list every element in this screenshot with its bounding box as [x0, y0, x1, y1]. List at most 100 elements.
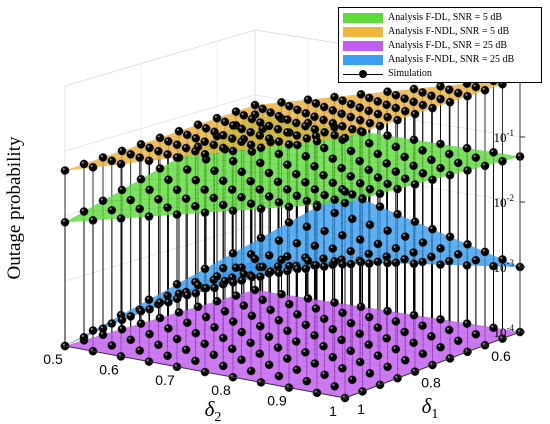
simulation-point-highlight [385, 364, 388, 367]
simulation-point [210, 323, 219, 332]
simulation-point [277, 289, 286, 299]
simulation-point-highlight [357, 117, 361, 120]
simulation-point [355, 329, 365, 339]
simulation-point-highlight [220, 265, 224, 268]
simulation-point-highlight [119, 148, 122, 151]
simulation-point [231, 107, 241, 116]
simulation-point-highlight [195, 122, 198, 125]
simulation-point-highlight [279, 99, 282, 103]
y-tick [341, 397, 346, 402]
simulation-point [60, 166, 70, 175]
simulation-point-highlight [176, 291, 179, 294]
simulation-point [172, 279, 182, 289]
simulation-point [445, 170, 455, 180]
simulation-point-highlight [411, 86, 414, 89]
simulation-point [418, 88, 427, 97]
simulation-point-highlight [411, 340, 414, 343]
simulation-point [246, 199, 256, 208]
simulation-point-highlight [214, 273, 217, 277]
simulation-point-highlight [266, 362, 270, 365]
simulation-point [471, 153, 481, 162]
simulation-point-highlight [350, 126, 353, 129]
simulation-point-highlight [491, 149, 494, 153]
simulation-point [373, 173, 383, 182]
simulation-point [172, 153, 182, 162]
simulation-point [301, 177, 310, 187]
simulation-point-highlight [157, 135, 160, 138]
x-tick-label: 0.8 [421, 375, 441, 391]
simulation-point-highlight [360, 196, 363, 199]
simulation-point [338, 230, 347, 240]
simulation-point-highlight [339, 257, 342, 260]
simulation-point [212, 296, 222, 306]
simulation-point-highlight [257, 187, 260, 190]
simulation-point [373, 109, 383, 119]
simulation-point [218, 200, 228, 210]
simulation-point-highlight [447, 355, 450, 359]
simulation-point-highlight [393, 105, 396, 108]
simulation-point [200, 149, 210, 159]
simulation-point [273, 124, 283, 134]
floor-edge-y [344, 331, 521, 399]
simulation-point-highlight [303, 266, 306, 269]
simulation-point [237, 167, 247, 177]
simulation-point [292, 365, 302, 375]
simulation-point [247, 114, 257, 124]
simulation-point-highlight [276, 139, 279, 142]
simulation-point-highlight [295, 107, 298, 110]
simulation-point-highlight [339, 111, 342, 114]
simulation-point [337, 109, 346, 119]
simulation-point-highlight [312, 186, 315, 190]
simulation-point-highlight [138, 141, 141, 145]
simulation-point-highlight [276, 199, 279, 203]
y-tick-label: 0.8 [211, 382, 231, 398]
simulation-point [471, 329, 481, 339]
simulation-point-highlight [446, 87, 450, 90]
simulation-point [191, 356, 200, 366]
simulation-point [201, 283, 211, 293]
simulation-point [400, 94, 409, 103]
simulation-point-highlight [384, 102, 387, 105]
simulation-point-highlight [212, 285, 215, 288]
simulation-point-highlight [420, 323, 423, 326]
simulation-point-highlight [239, 139, 242, 142]
simulation-point [212, 113, 222, 123]
simulation-point-highlight [447, 99, 450, 102]
simulation-point-highlight [62, 343, 65, 346]
simulation-point-highlight [366, 261, 370, 264]
simulation-point [264, 168, 274, 178]
simulation-point-highlight [491, 263, 494, 266]
simulation-point [155, 313, 165, 323]
simulation-point-highlight [109, 158, 112, 161]
simulation-point-highlight [411, 163, 414, 166]
simulation-point-highlight [183, 145, 186, 148]
simulation-point [480, 247, 490, 257]
simulation-point [191, 146, 200, 156]
simulation-point-highlight [293, 120, 297, 123]
simulation-point-highlight [241, 303, 244, 306]
simulation-point [274, 111, 284, 121]
simulation-point-highlight [330, 326, 333, 329]
simulation-point-highlight [348, 248, 351, 251]
simulation-point [330, 257, 339, 266]
simulation-point [231, 263, 241, 273]
simulation-point [218, 361, 228, 371]
simulation-point-highlight [220, 335, 224, 338]
simulation-point [471, 255, 481, 265]
simulation-point [155, 133, 165, 143]
simulation-point-highlight [202, 266, 205, 269]
simulation-point-highlight [500, 158, 503, 161]
y-tick [61, 345, 66, 350]
simulation-point-highlight [241, 112, 244, 116]
simulation-point-highlight [239, 126, 242, 129]
simulation-point-highlight [314, 138, 317, 141]
simulation-point [436, 342, 445, 352]
simulation-point-highlight [260, 126, 263, 129]
simulation-point [266, 108, 275, 117]
simulation-point-highlight [313, 100, 316, 104]
simulation-point [453, 158, 463, 168]
simulation-point-highlight [157, 315, 160, 318]
simulation-point [375, 121, 385, 131]
simulation-point-highlight [193, 148, 196, 151]
